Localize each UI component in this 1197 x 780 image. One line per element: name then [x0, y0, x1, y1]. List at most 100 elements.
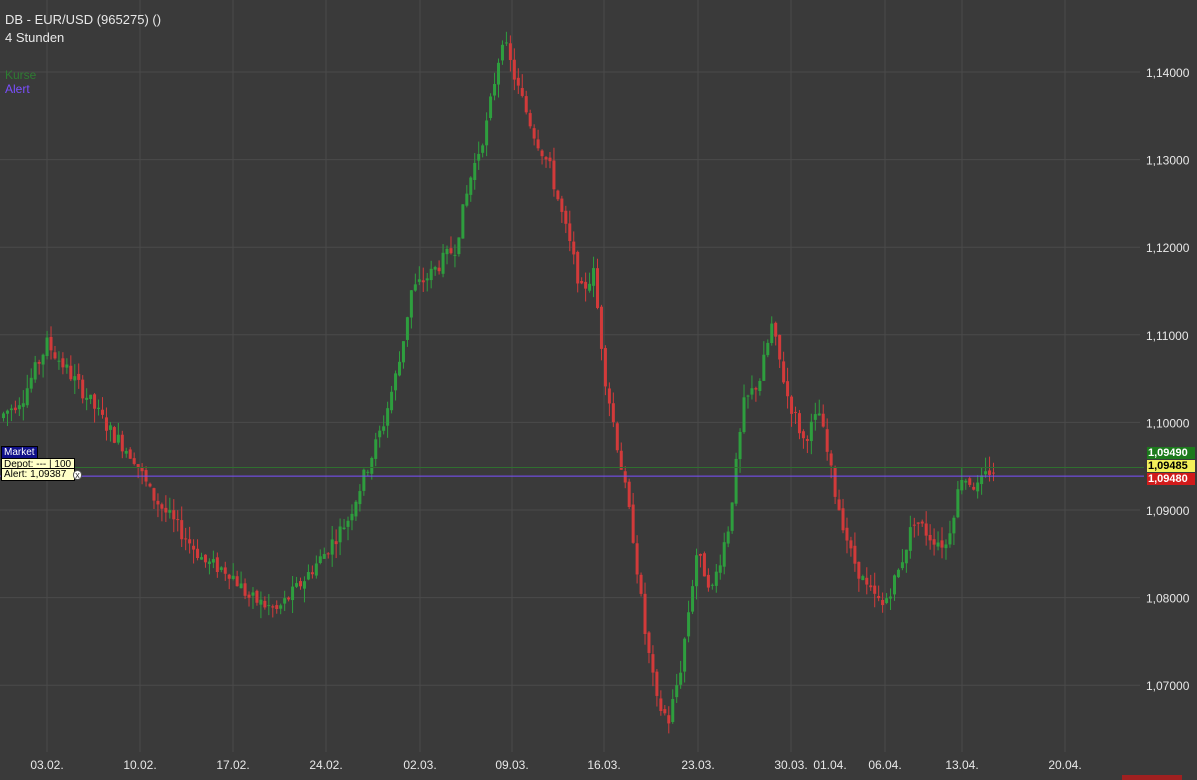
candle: [21, 390, 25, 421]
candle-body: [310, 572, 314, 575]
candle-body: [500, 44, 504, 61]
candle: [97, 399, 101, 416]
candle: [932, 528, 936, 556]
candle: [374, 432, 378, 467]
candle: [17, 397, 21, 417]
candle-body: [192, 545, 196, 550]
candle: [698, 553, 702, 568]
candle-body: [219, 567, 223, 570]
candle: [667, 706, 671, 734]
candle: [310, 565, 314, 579]
chart-interval[interactable]: 4 Stunden: [5, 30, 65, 45]
candle-body: [790, 396, 794, 414]
candle-body: [132, 458, 136, 464]
candle: [279, 603, 283, 615]
candle: [817, 399, 821, 416]
y-tick-label: 1,07000: [1146, 679, 1190, 693]
candle-body: [615, 423, 619, 451]
candle-body: [295, 583, 299, 587]
candle: [231, 563, 235, 581]
candle: [584, 272, 588, 302]
candle: [734, 452, 738, 507]
candle-body: [885, 598, 889, 604]
candle-body: [453, 254, 457, 256]
legend-alert[interactable]: Alert: [5, 82, 30, 96]
candle: [275, 600, 279, 614]
candle-body: [988, 470, 992, 475]
candle: [916, 522, 920, 536]
candle: [627, 478, 631, 510]
candle-body: [461, 204, 465, 239]
x-tick-label: 23.03.: [681, 758, 714, 772]
candle: [809, 413, 813, 455]
candle-body: [726, 531, 730, 544]
scrollbar-indicator[interactable]: [1122, 775, 1182, 780]
candle: [691, 579, 695, 615]
alert-close-icon[interactable]: x: [73, 470, 82, 480]
candle-body: [358, 491, 362, 505]
candle: [885, 593, 889, 605]
candle-body: [639, 574, 643, 594]
candle-body: [322, 554, 326, 559]
candles: [2, 31, 995, 734]
candle: [235, 570, 239, 587]
candle: [41, 353, 45, 378]
candle-body: [813, 414, 817, 420]
candle: [243, 578, 247, 600]
candle-body: [972, 486, 976, 490]
candle-body: [85, 397, 89, 400]
candle-body: [857, 561, 861, 579]
candle: [394, 370, 398, 401]
candle: [500, 40, 504, 65]
candle-body: [698, 553, 702, 556]
candle: [386, 401, 390, 438]
candle-body: [152, 488, 156, 501]
candle-body: [196, 548, 200, 559]
candle: [972, 482, 976, 491]
candle-body: [330, 539, 334, 555]
candle: [378, 425, 382, 448]
candle: [457, 237, 461, 257]
candle: [782, 351, 786, 385]
candle: [306, 564, 310, 581]
candle-body: [457, 237, 461, 255]
x-tick-label: 17.02.: [216, 758, 249, 772]
candle-body: [398, 361, 401, 376]
candle-body: [433, 267, 437, 270]
candle: [108, 422, 112, 442]
candle-body: [473, 162, 477, 181]
candle: [560, 195, 564, 223]
candle-body: [936, 542, 940, 547]
legend-kurse[interactable]: Kurse: [5, 68, 37, 82]
candle: [140, 463, 144, 485]
candle-body: [73, 376, 77, 381]
candle: [318, 549, 322, 565]
candle: [833, 465, 837, 505]
candle-body: [104, 417, 108, 431]
candle: [429, 260, 433, 289]
candle: [188, 526, 192, 554]
candle: [718, 554, 722, 580]
candle-body: [556, 190, 560, 200]
candle-body: [881, 600, 885, 606]
candle-body: [893, 575, 896, 595]
candle: [211, 550, 215, 569]
alert-box[interactable]: Alert: 1,09387: [1, 468, 75, 481]
candle-body: [13, 407, 17, 411]
candle-body: [386, 408, 390, 426]
candle: [215, 552, 219, 578]
candle-body: [441, 252, 445, 274]
candle-body: [992, 472, 995, 474]
candle: [330, 525, 334, 567]
candle-body: [512, 59, 516, 80]
candle-body: [401, 341, 405, 363]
candle: [69, 355, 73, 382]
candle: [924, 511, 928, 546]
candle-body: [552, 160, 556, 190]
candle: [172, 499, 176, 533]
candle: [952, 515, 956, 545]
candle-body: [29, 377, 33, 389]
candle-body: [493, 83, 497, 96]
candle: [354, 500, 358, 521]
